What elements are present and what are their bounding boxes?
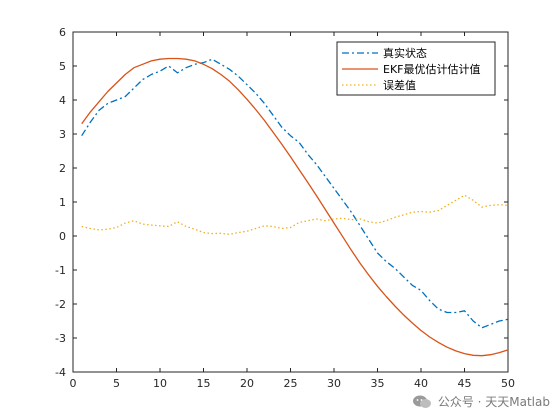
legend-label-1: 真实状态 [383,46,427,60]
wechat-icon [412,395,431,408]
series-layer [81,57,509,357]
x-tick-label: 20 [240,377,254,390]
x-tick-label: 35 [371,377,385,390]
watermark-text: 公众号 · 天天Matlab [437,395,550,409]
y-tick-label: -3 [55,332,66,345]
y-tick-label: 3 [59,128,66,141]
legend-label-2: EKF最优估计估计值 [383,63,481,76]
y-tick-label: 5 [59,60,66,73]
x-tick-label: 10 [153,377,167,390]
x-tick-label: 30 [327,377,341,390]
y-tick-label: 1 [59,196,66,209]
x-tick-label: 15 [197,377,211,390]
y-tick-label: 0 [59,230,66,243]
series-line-1 [81,58,509,329]
legend-label-3: 误差值 [383,78,416,92]
x-tick-label: 0 [70,377,77,390]
y-tick-label: 4 [59,94,66,107]
y-tick-label: 2 [59,162,66,175]
x-tick-label: 50 [501,377,515,390]
watermark: 公众号 · 天天Matlab [412,393,550,410]
y-tick-label: -4 [55,366,66,379]
series-line-2 [81,57,509,357]
y-tick-label: -1 [55,264,66,277]
x-tick-label: 5 [113,377,120,390]
x-tick-label: 40 [414,377,428,390]
x-tick-label: 25 [284,377,298,390]
y-tick-label: 6 [59,26,66,39]
y-tick-label: -2 [55,298,66,311]
x-tick-label: 45 [458,377,472,390]
